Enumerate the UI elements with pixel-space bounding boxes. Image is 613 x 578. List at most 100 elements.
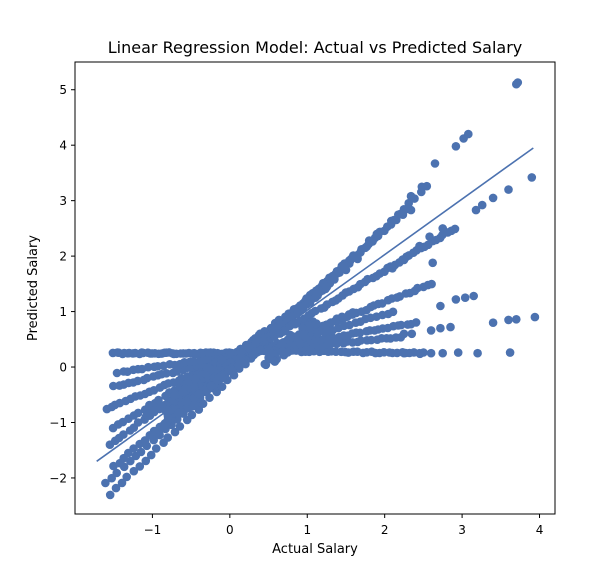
data-point [277, 339, 287, 348]
y-tick-label: 3 [59, 194, 67, 208]
x-tick-label: 4 [536, 523, 544, 537]
data-point [355, 328, 365, 338]
data-point [311, 319, 320, 329]
data-point [129, 444, 138, 453]
data-point [170, 427, 180, 437]
data-point [189, 400, 199, 410]
data-point [112, 368, 122, 378]
data-point [460, 293, 470, 303]
data-point [488, 193, 498, 203]
data-point [436, 301, 445, 311]
data-point [430, 159, 440, 168]
data-point [122, 472, 131, 482]
data-point [395, 209, 405, 219]
data-point [187, 410, 197, 420]
data-point [389, 215, 399, 225]
data-point [341, 265, 351, 275]
data-point [451, 142, 461, 151]
x-tick-label: 3 [458, 523, 466, 537]
data-point [372, 229, 382, 239]
data-point [146, 450, 156, 460]
x-axis-ticks: −1 0 1 2 3 4 [144, 514, 544, 537]
data-point [417, 182, 427, 192]
data-point [119, 430, 128, 439]
data-point [330, 275, 339, 284]
data-point [129, 466, 139, 476]
data-point [504, 315, 513, 325]
data-point [217, 372, 226, 381]
data-point [170, 391, 179, 400]
data-point [270, 357, 280, 366]
y-axis-label: Predicted Salary [26, 235, 41, 341]
data-point [469, 291, 479, 301]
data-point [162, 369, 171, 378]
data-point [513, 78, 523, 87]
data-point [174, 408, 183, 418]
data-point [438, 348, 448, 358]
y-tick-label: 5 [59, 83, 67, 97]
data-point [426, 326, 436, 335]
data-point [299, 330, 308, 339]
data-point [361, 243, 370, 253]
data-point [477, 200, 487, 210]
data-point [356, 336, 366, 345]
data-point [488, 318, 498, 328]
data-point [527, 173, 537, 182]
data-point [399, 255, 409, 265]
data-point [446, 322, 455, 332]
data-point [399, 348, 409, 358]
data-point [133, 408, 143, 418]
y-tick-label: −2 [49, 471, 67, 485]
data-point [136, 447, 146, 457]
data-point [312, 291, 321, 301]
data-point [194, 389, 203, 399]
data-point [388, 264, 397, 273]
data-point [428, 258, 438, 268]
data-point [512, 315, 521, 324]
data-point [175, 422, 185, 431]
data-point [388, 307, 398, 317]
data-point [206, 381, 216, 391]
data-point [415, 348, 424, 358]
data-point [248, 351, 258, 360]
data-point [109, 381, 118, 391]
x-axis-label: Actual Salary [272, 542, 358, 557]
data-point [473, 348, 482, 358]
data-point [322, 282, 331, 291]
data-point [207, 365, 216, 375]
data-point [426, 348, 436, 358]
data-point [111, 483, 121, 493]
data-point [399, 329, 409, 339]
data-point [337, 312, 347, 322]
data-point [530, 312, 540, 322]
data-point [117, 478, 127, 488]
x-tick-label: 1 [303, 523, 311, 537]
data-point [471, 205, 481, 215]
data-point [295, 339, 304, 349]
data-point [427, 279, 436, 289]
data-point [407, 329, 417, 339]
data-point [438, 224, 448, 233]
data-point [135, 462, 145, 471]
x-tick-label: −1 [144, 523, 162, 537]
y-tick-label: −1 [49, 416, 67, 430]
data-point [133, 418, 143, 427]
data-point [366, 335, 376, 345]
data-point [450, 224, 460, 234]
data-point [112, 468, 121, 478]
data-point [217, 355, 226, 365]
data-point [451, 295, 461, 304]
data-point [364, 236, 374, 245]
data-point [415, 241, 424, 251]
data-point [154, 395, 163, 405]
data-point [286, 330, 295, 340]
data-point [406, 205, 416, 215]
y-tick-label: 2 [59, 250, 67, 264]
data-point [453, 348, 463, 357]
data-point [396, 320, 406, 330]
regression-line [96, 147, 534, 462]
chart-title: Linear Regression Model: Actual vs Predi… [108, 38, 522, 57]
data-point [109, 461, 118, 471]
data-point [279, 350, 289, 360]
